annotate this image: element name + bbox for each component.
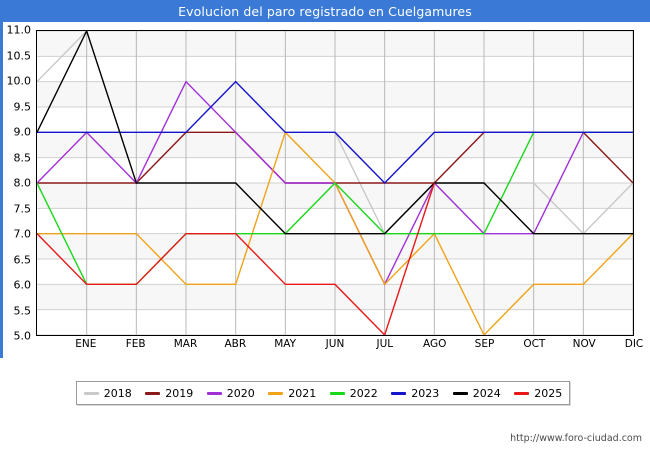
legend-label: 2022 xyxy=(349,386,378,400)
chart-legend: 2018 2019 2020 2021 2022 2023 2024 2025 xyxy=(76,381,570,405)
y-tick-label: 7.0 xyxy=(13,227,32,241)
legend-item-2019[interactable]: 2019 xyxy=(145,387,193,400)
legend-swatch-icon xyxy=(514,391,530,395)
legend-swatch-icon xyxy=(391,391,407,395)
y-tick-label: 5.5 xyxy=(13,304,32,317)
y-tick-label: 8.5 xyxy=(13,151,32,164)
y-tick-label: 10.0 xyxy=(6,74,32,88)
legend-item-2018[interactable]: 2018 xyxy=(83,386,132,400)
legend-label: 2025 xyxy=(534,386,563,400)
lines-layer xyxy=(37,31,633,335)
legend-swatch-icon xyxy=(83,391,99,395)
x-tick-label: OCT xyxy=(523,338,546,350)
y-tick-label: 5.0 xyxy=(13,329,32,343)
y-tick-label: 6.0 xyxy=(13,278,32,292)
y-tick-label: 9.0 xyxy=(13,125,32,139)
legend-item-2022[interactable]: 2022 xyxy=(329,386,378,400)
title-bar: Evolucion del paro registrado en Cuelgam… xyxy=(0,0,650,22)
series-line-2018 xyxy=(37,31,88,83)
x-tick-label: AGO xyxy=(422,338,447,350)
y-tick-label: 7.5 xyxy=(13,202,32,215)
series-line-2024 xyxy=(37,31,633,235)
plot-inner xyxy=(37,31,633,335)
legend-label: 2024 xyxy=(472,386,501,400)
x-tick-label: MAR xyxy=(173,338,198,350)
legend-swatch-icon xyxy=(145,391,161,395)
x-axis-labels: ENE FEB MAR ABR MAY JUN JUL AGO SEP OCT NOV DIC xyxy=(36,338,643,356)
x-tick-label: ABR xyxy=(224,338,247,350)
x-tick-label: SEP xyxy=(474,338,495,350)
series-line-2025 xyxy=(37,182,436,335)
legend-item-2023[interactable]: 2023 xyxy=(391,387,439,400)
y-axis-labels: 11.0 10.5 10.0 9.5 9.0 8.5 8.0 7.5 7.0 6.5 6.0 5.5 5… xyxy=(0,24,34,343)
plot-area xyxy=(36,30,634,336)
legend-label: 2019 xyxy=(165,386,194,400)
legend-label: 2021 xyxy=(288,386,317,400)
x-tick-label: JUN xyxy=(325,338,345,350)
legend-item-2021[interactable]: 2021 xyxy=(268,387,316,400)
x-tick-label: MAY xyxy=(274,338,297,350)
grid-layer xyxy=(37,31,633,335)
x-tick-label: NOV xyxy=(572,338,596,350)
page-title: Evolucion del paro registrado en Cuelgam… xyxy=(178,3,472,19)
y-tick-label: 11.0 xyxy=(6,23,32,37)
left-accent-rail xyxy=(0,22,3,358)
y-tick-label: 8.0 xyxy=(13,176,32,190)
legend-item-2020[interactable]: 2020 xyxy=(206,386,255,400)
y-tick-label: 10.5 xyxy=(6,49,32,62)
x-tick-label: JUL xyxy=(376,338,394,350)
source-url: http://www.foro-ciudad.com xyxy=(510,433,642,444)
series-line-2023 xyxy=(37,80,633,184)
x-tick-label: DIC xyxy=(624,338,644,350)
legend-swatch-icon xyxy=(268,391,284,395)
legend-item-2025[interactable]: 2025 xyxy=(514,387,562,400)
y-tick-label: 9.5 xyxy=(13,100,32,113)
legend-swatch-icon xyxy=(329,391,345,395)
legend-item-2024[interactable]: 2024 xyxy=(452,386,501,400)
legend-label: 2020 xyxy=(226,386,255,400)
series-layer xyxy=(37,31,633,335)
legend-label: 2018 xyxy=(103,386,132,400)
x-tick-label: ENE xyxy=(75,338,97,350)
legend-swatch-icon xyxy=(206,391,222,395)
legend-label: 2023 xyxy=(411,386,440,400)
x-tick-label: FEB xyxy=(125,338,146,350)
legend-swatch-icon xyxy=(452,391,468,395)
y-tick-label: 6.5 xyxy=(13,253,32,266)
